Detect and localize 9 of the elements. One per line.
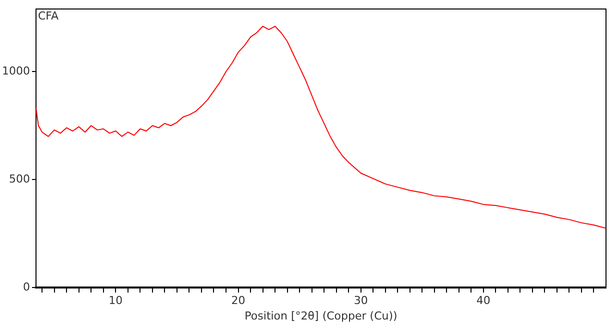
chart-title: CFA [38, 9, 59, 22]
x-axis-title: Position [°2θ] (Copper (Cu)) [244, 309, 398, 322]
x-tick-label: 30 [354, 294, 368, 308]
x-tick-label: 20 [231, 294, 246, 308]
x-tick-label: 10 [108, 294, 123, 308]
x-tick-label: 40 [476, 294, 490, 308]
y-tick-label: 1000 [2, 64, 30, 78]
y-tick-label: 500 [8, 172, 30, 186]
y-tick-label: 0 [22, 280, 30, 294]
